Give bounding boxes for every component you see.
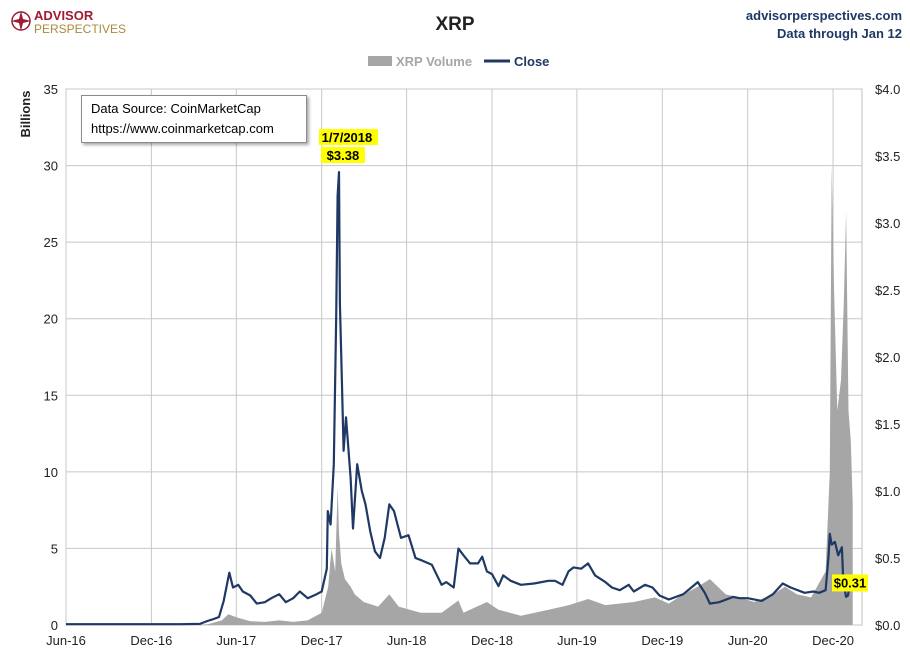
y-left-tick-label: 0 [51, 618, 58, 633]
last-value-label: $0.31 [834, 575, 867, 590]
last-value-highlight [832, 574, 868, 592]
site-info: advisorperspectives.com Data through Jan… [746, 7, 902, 43]
y-left-tick-label: 5 [51, 541, 58, 556]
peak-date-highlight [318, 129, 378, 145]
peak-value-highlight [320, 147, 365, 163]
data-through-label: Data through Jan 12 [777, 26, 902, 41]
y-left-tick-label: 20 [44, 312, 58, 327]
x-tick-label: Dec-20 [812, 633, 854, 648]
peak-annotation: 1/7/2018 $3.38 [318, 129, 378, 163]
logo-perspectives: PERSPECTIVES [34, 22, 126, 36]
y-right-tick-label: $0.0 [875, 618, 900, 633]
y-right-tick-label: $0.5 [875, 551, 900, 566]
site-name: advisorperspectives.com [745, 8, 902, 23]
y-left-tick-label: 35 [44, 82, 58, 97]
peak-value-label: $3.38 [327, 148, 360, 163]
logo-advisor: ADVISOR [34, 8, 94, 23]
x-tick-label: Jun-17 [216, 633, 256, 648]
y-left-axis-label: Billions [18, 91, 33, 138]
legend-swatch-volume [368, 56, 392, 66]
y-left-tick-label: 30 [44, 159, 58, 174]
y-right-tick-label: $3.0 [875, 216, 900, 231]
y-right-tick-label: $1.5 [875, 417, 900, 432]
y-right-tick-label: $3.5 [875, 149, 900, 164]
y-right-tick-label: $1.0 [875, 484, 900, 499]
x-tick-label: Jun-20 [728, 633, 768, 648]
y-right-tick-label: $2.0 [875, 350, 900, 365]
chart-title: XRP [435, 14, 475, 35]
x-tick-label: Dec-17 [301, 633, 343, 648]
legend-label-close: Close [514, 54, 549, 69]
y-left-tick-label: 10 [44, 465, 58, 480]
legend-label-volume: XRP Volume [396, 54, 472, 69]
x-tick-label: Dec-18 [471, 633, 513, 648]
x-tick-label: Dec-16 [130, 633, 172, 648]
advisor-perspectives-logo: ADVISOR PERSPECTIVES [10, 8, 140, 38]
y-right-tick-label: $4.0 [875, 82, 900, 97]
source-line-2: https://www.coinmarketcap.com [91, 121, 274, 136]
y-left-tick-label: 15 [44, 388, 58, 403]
x-tick-label: Jun-16 [46, 633, 86, 648]
x-tick-label: Jun-18 [387, 633, 427, 648]
x-tick-label: Jun-19 [557, 633, 597, 648]
legend: XRP Volume Close [368, 54, 549, 69]
y-left-tick-label: 25 [44, 235, 58, 250]
source-line-1: Data Source: CoinMarketCap [91, 101, 261, 116]
x-tick-label: Dec-19 [641, 633, 683, 648]
data-source-box: Data Source: CoinMarketCap https://www.c… [81, 95, 307, 143]
peak-date-label: 1/7/2018 [322, 130, 373, 145]
y-right-tick-label: $2.5 [875, 283, 900, 298]
plot-area [65, 88, 863, 626]
close-line-series [66, 171, 853, 626]
last-value-annotation: $0.31 [832, 574, 868, 592]
